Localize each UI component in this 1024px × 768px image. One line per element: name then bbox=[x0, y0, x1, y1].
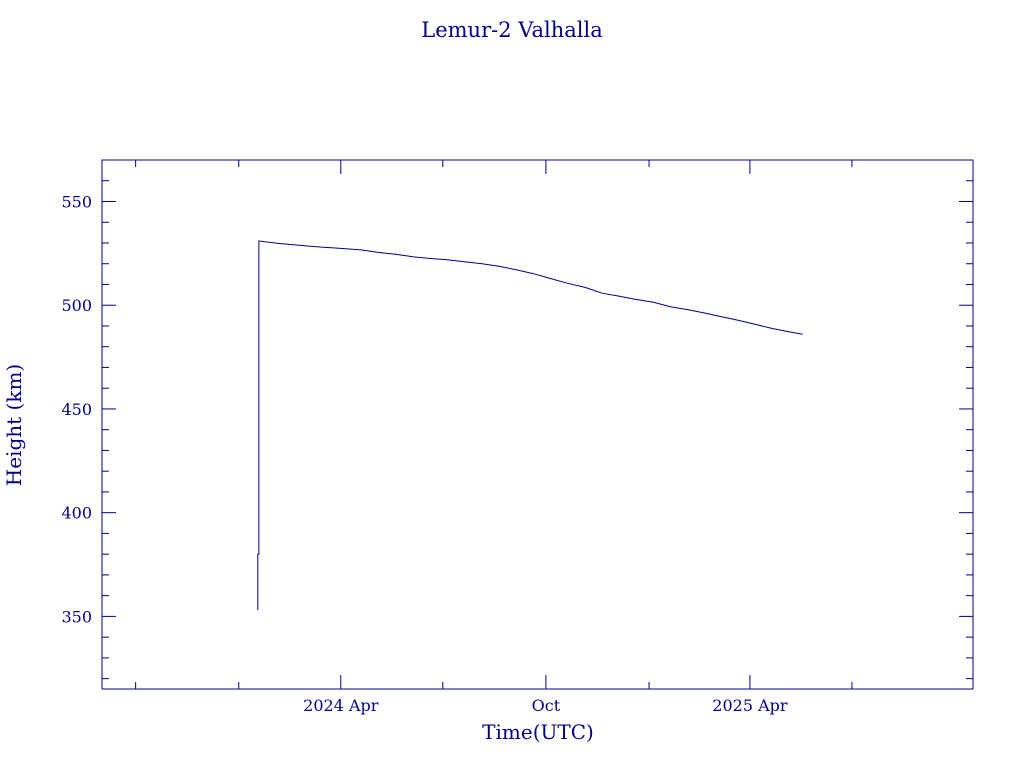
axis-tick-labels: 350 400 450 500 550 2024 Apr Oct 2025 Apr bbox=[61, 192, 787, 715]
x-axis-label: Time(UTC) bbox=[482, 720, 594, 744]
y-tick-label: 400 bbox=[61, 504, 92, 523]
x-tick-label: Oct bbox=[532, 696, 561, 715]
x-tick-label: 2025 Apr bbox=[712, 696, 788, 715]
plot-frame bbox=[101, 159, 974, 690]
chart-title: Lemur-2 Valhalla bbox=[421, 18, 602, 42]
y-axis-label: Height (km) bbox=[2, 364, 26, 486]
axis-ticks bbox=[102, 159, 973, 689]
y-tick-label: 500 bbox=[61, 296, 92, 315]
x-tick-label: 2024 Apr bbox=[303, 696, 379, 715]
y-tick-label: 550 bbox=[61, 192, 92, 211]
height-series-line bbox=[257, 240, 803, 611]
y-tick-label: 450 bbox=[61, 400, 92, 419]
y-tick-label: 350 bbox=[61, 607, 92, 626]
